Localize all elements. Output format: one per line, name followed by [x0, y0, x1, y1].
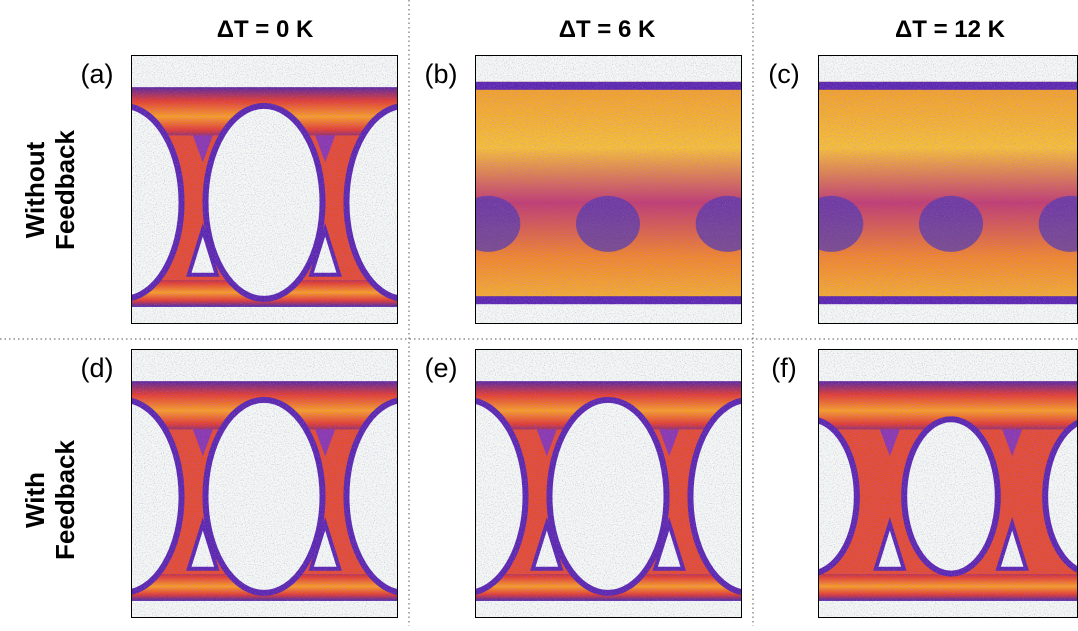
- figure: ΔT = 0 KΔT = 6 KΔT = 12 KWithoutFeedback…: [0, 0, 1078, 626]
- eye-opening: [65, 106, 182, 299]
- blob: [799, 196, 863, 252]
- eye-opening: [205, 400, 322, 593]
- top-edge: [475, 82, 741, 90]
- eye-opening: [205, 106, 322, 299]
- top-edge: [818, 82, 1078, 90]
- panel-label: (b): [425, 59, 458, 89]
- panel-label: (e): [425, 353, 458, 383]
- eye-diagram: [763, 349, 1078, 617]
- eye-opening: [549, 400, 666, 593]
- column-header: ΔT = 6 K: [559, 16, 656, 43]
- panel-label: (a): [81, 59, 114, 89]
- eye-diagram: [456, 55, 759, 323]
- eye-opening: [409, 400, 526, 593]
- closed-eye: [475, 82, 741, 302]
- row-label: Without: [20, 141, 50, 238]
- column-header: ΔT = 12 K: [895, 16, 1006, 43]
- panel-label: (f): [771, 353, 796, 383]
- closed-eye: [818, 82, 1078, 302]
- eye-opening: [763, 419, 857, 573]
- eye-opening: [346, 400, 463, 593]
- eye-diagram: [799, 55, 1078, 323]
- eye-opening: [65, 400, 182, 593]
- panel-label: (c): [768, 59, 799, 89]
- eye-diagram: [65, 55, 464, 323]
- row-label: Feedback: [50, 129, 80, 249]
- blob: [696, 196, 760, 252]
- bottom-edge: [475, 296, 741, 304]
- eye-diagram: [409, 349, 808, 617]
- column-header: ΔT = 0 K: [217, 16, 314, 43]
- blob: [576, 196, 640, 252]
- bottom-edge: [818, 296, 1078, 304]
- eye-opening: [690, 400, 807, 593]
- row-label: With: [20, 472, 50, 528]
- panel-label: (d): [81, 353, 114, 383]
- blob: [919, 196, 983, 252]
- blob: [456, 196, 520, 252]
- eye-opening: [904, 419, 998, 573]
- row-label: Feedback: [50, 439, 80, 559]
- eye-diagram: [65, 349, 464, 617]
- eye-opening: [346, 106, 463, 299]
